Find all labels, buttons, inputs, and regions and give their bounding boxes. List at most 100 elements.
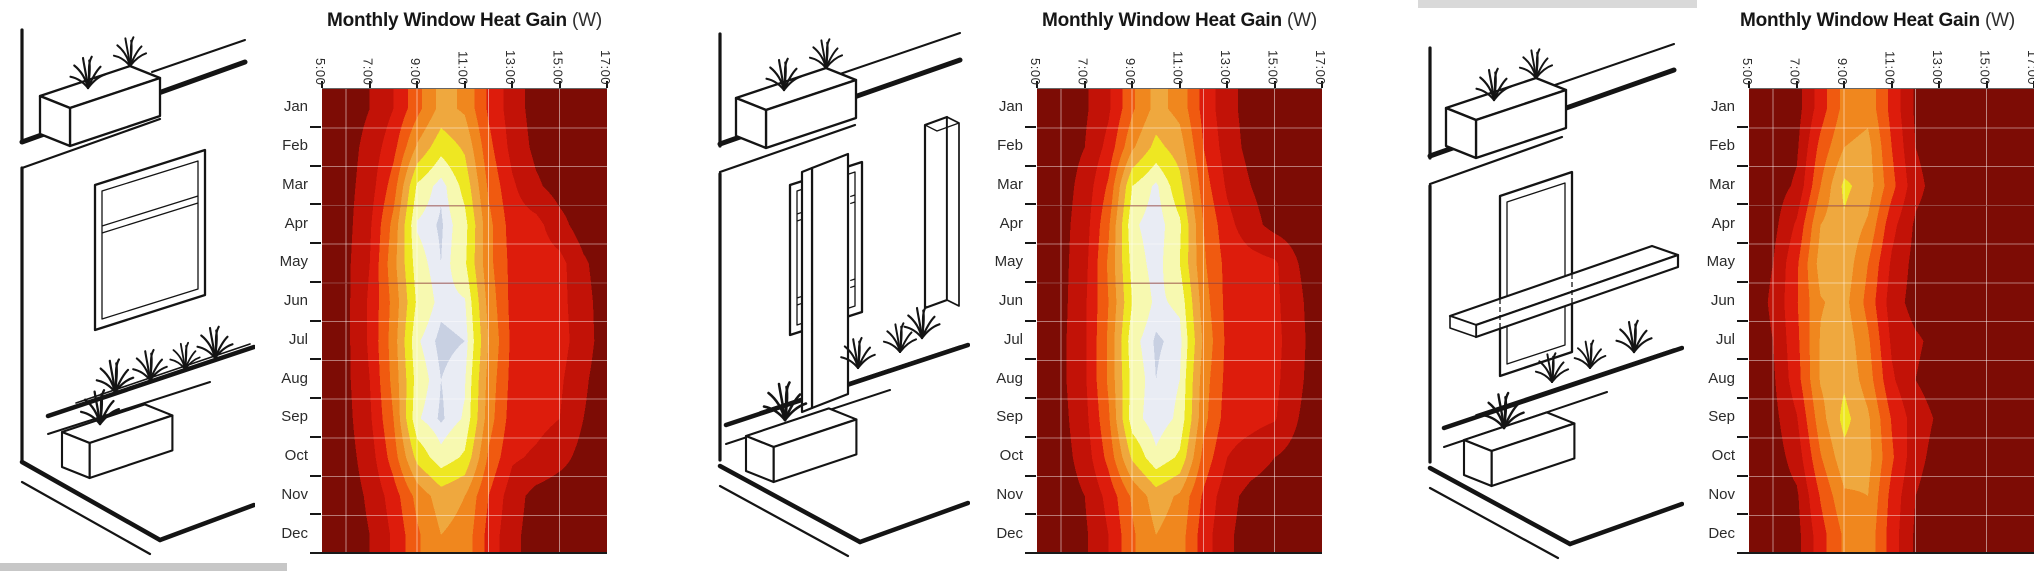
transom-bar (101, 195, 199, 227)
month-label: Jan (1710, 98, 1735, 116)
time-tick (1843, 81, 1845, 88)
month-tick (1737, 280, 1748, 283)
cropped-grey-strip-bottom (0, 563, 287, 571)
time-tick (416, 81, 418, 88)
time-label: 15:00 (1265, 49, 1281, 85)
time-label: 13:00 (1218, 49, 1233, 85)
month-tick (1025, 358, 1036, 361)
x-axis-line (1737, 552, 2034, 554)
heatmap-horizontal-light-shelf (1749, 88, 2034, 554)
month-tick (1737, 474, 1748, 477)
month-tick (310, 319, 321, 322)
month-tick (310, 397, 321, 399)
time-label: 13:00 (1930, 49, 1945, 85)
chart-title: Monthly Window Heat Gain (W) (1739, 10, 2016, 31)
chart-title: Monthly Window Heat Gain (W) (1041, 10, 1318, 31)
x-axis-line (1025, 552, 1322, 554)
month-label: Oct (1711, 447, 1735, 465)
heatmap-vertical-fins (1037, 88, 1322, 554)
time-tick (511, 81, 513, 88)
month-tick (1737, 164, 1748, 167)
sketch-bare-window (19, 28, 255, 556)
time-label: 7:00 (360, 57, 376, 85)
month-tick (310, 280, 321, 283)
vertical-fin-detached (923, 115, 960, 310)
time-label: 11:00 (1170, 50, 1186, 85)
month-tick (1737, 435, 1748, 438)
month-tick (1737, 358, 1748, 361)
month-label: May (279, 253, 308, 271)
time-tick (1036, 81, 1038, 88)
time-tick (1985, 81, 1988, 88)
cropped-grey-strip-top (1418, 0, 1697, 8)
month-label: May (1706, 253, 1735, 271)
month-label: Sep (1708, 408, 1735, 426)
month-label: Feb (282, 137, 308, 155)
sketch-horizontal-light-shelf (1427, 43, 1684, 560)
month-label: Aug (1708, 369, 1735, 387)
month-label: Nov (1708, 485, 1735, 503)
time-label: 11:00 (1882, 50, 1898, 85)
month-label: May (994, 253, 1023, 271)
month-label: Jun (283, 292, 308, 310)
hidden-edge-dashed-lines (1499, 274, 1573, 332)
chart-title: Monthly Window Heat Gain (W) (326, 10, 603, 31)
month-tick (310, 164, 321, 167)
month-label: Jun (1710, 292, 1735, 310)
time-label: 7:00 (1075, 57, 1091, 85)
month-tick (310, 203, 321, 206)
time-tick (321, 81, 323, 88)
month-tick (1025, 242, 1036, 244)
time-tick (1321, 81, 1323, 88)
month-tick (310, 435, 321, 438)
time-label: 13:00 (503, 49, 518, 85)
month-tick (1025, 125, 1036, 128)
month-label: Jan (283, 98, 308, 116)
time-tick (1226, 81, 1228, 88)
month-tick (1737, 513, 1748, 516)
time-label: 15:00 (1977, 49, 1993, 85)
month-tick (1737, 319, 1748, 322)
month-label: Sep (996, 408, 1023, 426)
time-label: 9:00 (1835, 57, 1850, 85)
time-tick (1083, 81, 1086, 88)
month-tick (1025, 513, 1036, 516)
month-label: Nov (281, 485, 308, 503)
time-label: 17:00 (1313, 49, 1328, 85)
time-tick (1273, 81, 1276, 88)
sketch-vertical-fins (717, 32, 970, 558)
time-label: 9:00 (1123, 57, 1138, 85)
month-label: Feb (1709, 137, 1735, 155)
month-tick (1737, 203, 1748, 206)
month-tick (310, 358, 321, 361)
time-label: 7:00 (1787, 57, 1803, 85)
time-label: 15:00 (550, 49, 566, 85)
time-tick (1795, 81, 1798, 88)
month-label: Apr (284, 214, 308, 232)
month-label: Jul (288, 330, 308, 348)
month-tick (1737, 125, 1748, 128)
month-label: Apr (1711, 214, 1735, 232)
time-tick (1178, 81, 1181, 88)
window-frame (93, 148, 207, 332)
month-label: Nov (996, 485, 1023, 503)
month-label: Aug (996, 369, 1023, 387)
month-tick (310, 513, 321, 516)
time-tick (1938, 81, 1940, 88)
month-label: Dec (996, 524, 1023, 542)
month-label: Sep (281, 408, 308, 426)
time-label: 17:00 (2025, 49, 2034, 85)
time-tick (1131, 81, 1133, 88)
time-tick (1890, 81, 1893, 88)
time-tick (606, 81, 608, 88)
month-tick (310, 474, 321, 477)
month-label: Jul (1715, 330, 1735, 348)
month-tick (310, 125, 321, 128)
month-label: Oct (999, 447, 1023, 465)
month-tick (1025, 203, 1036, 206)
time-label: 5:00 (1740, 57, 1755, 85)
vertical-fin-attached (800, 152, 850, 414)
